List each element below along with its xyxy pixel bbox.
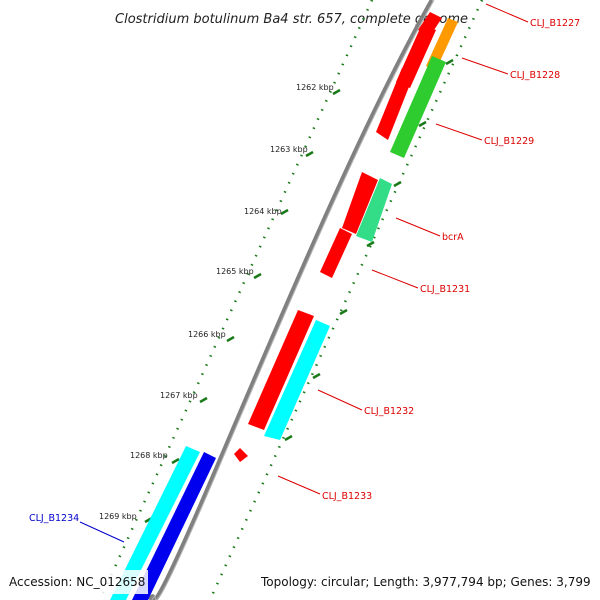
leader-clj-b1227 — [485, 3, 529, 23]
tick-label: 1264 kbp — [244, 207, 282, 216]
label-bcra[interactable]: bcrA — [442, 232, 464, 243]
genome-summary-text: Topology: circular; Length: 3,977,794 bp… — [260, 575, 591, 589]
outer-tick — [366, 240, 375, 248]
label-clj-b1232[interactable]: CLJ_B1232 — [364, 406, 414, 417]
leader-clj-b1234 — [79, 521, 125, 543]
accession-text: Accession: NC_012658 — [9, 575, 145, 589]
outer-tick-track — [208, 0, 484, 600]
tick-label: 1267 kbp — [160, 391, 198, 400]
tick-label: 1266 kbp — [188, 330, 226, 339]
gene-clj-b1233[interactable] — [234, 448, 248, 462]
major-tick — [332, 88, 341, 96]
footer-accession-bg — [6, 570, 148, 594]
leader-clj-b1231 — [371, 269, 419, 289]
gene-track-inner — [234, 12, 442, 462]
major-tick — [253, 272, 262, 280]
label-clj-b1233[interactable]: CLJ_B1233 — [322, 491, 372, 502]
label-clj-b1234[interactable]: CLJ_B1234 — [29, 513, 79, 524]
genome-backbone-shade — [151, 0, 435, 600]
outer-tick — [393, 180, 402, 188]
tick-label: 1262 kbp — [296, 83, 334, 92]
gene-bcra-outer[interactable] — [356, 178, 392, 242]
major-ticks — [144, 88, 341, 524]
leader-clj-b1229 — [435, 123, 483, 141]
gene-track-outer — [110, 18, 458, 600]
tick-label: 1268 kbp — [130, 451, 168, 460]
leader-clj-b1232 — [317, 389, 363, 411]
gene-cyan-b1234[interactable] — [110, 446, 200, 600]
gene-green[interactable] — [390, 56, 446, 158]
major-tick — [226, 335, 235, 343]
leader-clj-b1228 — [461, 57, 509, 75]
genome-backbone — [147, 0, 434, 600]
gene-cyan-b1232[interactable] — [264, 320, 330, 440]
gene-blue-b1234[interactable] — [132, 452, 216, 600]
label-clj-b1231[interactable]: CLJ_B1231 — [420, 284, 470, 295]
outer-tick — [445, 58, 454, 66]
leader-clj-b1233 — [277, 475, 321, 495]
tick-label: 1263 kbp — [270, 145, 308, 154]
major-tick — [305, 150, 314, 158]
outer-tick — [418, 120, 427, 128]
gene-clj-b1229-inner[interactable] — [376, 68, 414, 140]
gene-bcra-inner[interactable] — [342, 172, 378, 234]
gene-clj-b1231[interactable] — [320, 228, 352, 278]
leader-bcra — [395, 217, 441, 237]
outer-ticks — [284, 58, 454, 442]
tick-labels: 1262 kbp 1263 kbp 1264 kbp 1265 kbp 1266… — [99, 83, 334, 521]
major-tick — [280, 208, 289, 216]
tick-label: 1265 kbp — [216, 267, 254, 276]
major-tick — [171, 457, 180, 465]
label-clj-b1228[interactable]: CLJ_B1228 — [510, 70, 560, 81]
major-tick — [199, 396, 208, 404]
tick-label: 1269 kbp — [99, 512, 137, 521]
gene-labels: CLJ_B1227 CLJ_B1228 CLJ_B1229 bcrA CLJ_B… — [29, 3, 580, 543]
outer-tick — [312, 372, 321, 380]
map-title: Clostridium botulinum Ba4 str. 657, comp… — [115, 12, 468, 27]
label-clj-b1229[interactable]: CLJ_B1229 — [484, 136, 534, 147]
outer-tick — [339, 308, 348, 316]
label-clj-b1227[interactable]: CLJ_B1227 — [530, 18, 580, 29]
outer-tick — [284, 434, 293, 442]
gene-clj-b1232-inner[interactable] — [248, 310, 314, 430]
